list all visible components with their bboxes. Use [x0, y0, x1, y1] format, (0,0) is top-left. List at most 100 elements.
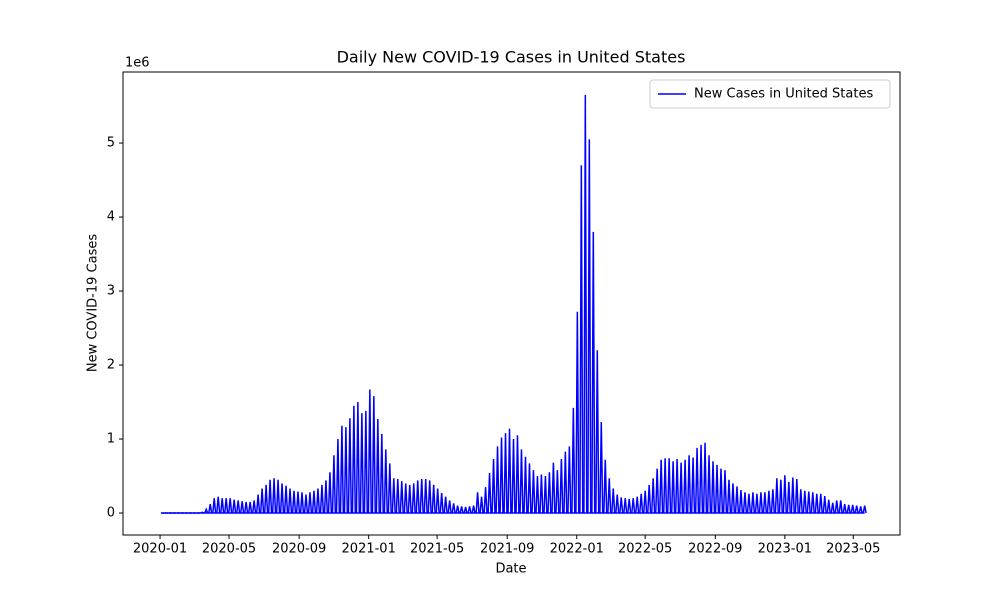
spike — [810, 492, 815, 514]
spike — [834, 500, 839, 514]
spike — [734, 486, 740, 514]
spike — [443, 496, 448, 514]
spike — [200, 511, 204, 514]
spike — [854, 505, 859, 514]
spike — [351, 405, 357, 514]
x-tick-label: 2020-05 — [202, 542, 256, 557]
spike — [259, 488, 265, 514]
spike — [307, 492, 313, 514]
spike — [658, 459, 664, 514]
y-tick-label: 2 — [107, 358, 115, 373]
spike — [319, 484, 325, 514]
spike — [531, 470, 536, 514]
spike — [603, 459, 608, 514]
spike — [694, 447, 700, 514]
spike — [303, 494, 309, 514]
spike — [862, 505, 867, 514]
x-tick-label: 2020-01 — [133, 542, 187, 557]
spike — [228, 498, 233, 514]
spike — [451, 503, 456, 514]
spike — [431, 484, 436, 514]
spike — [483, 487, 488, 514]
spike — [766, 490, 772, 514]
spike — [403, 483, 408, 514]
spike — [559, 458, 564, 514]
spike — [639, 493, 644, 514]
spike — [758, 492, 764, 514]
spike — [379, 433, 384, 514]
spike — [295, 491, 301, 514]
spike — [666, 458, 672, 514]
spike — [591, 231, 596, 514]
spike — [243, 501, 249, 514]
spike — [662, 458, 668, 514]
spike — [395, 478, 400, 514]
spike — [415, 480, 420, 514]
spike — [507, 428, 512, 514]
spike — [315, 488, 321, 514]
plot-frame — [122, 71, 901, 536]
spike — [567, 446, 572, 514]
chart-title: Daily New COVID-19 Cases in United State… — [337, 48, 686, 67]
spike — [551, 462, 556, 514]
y-tick-label: 0 — [107, 506, 115, 521]
spike — [850, 504, 855, 514]
spike — [251, 500, 257, 514]
y-offset-label: 1e6 — [125, 56, 150, 71]
spike — [335, 439, 341, 514]
spike — [690, 457, 696, 514]
spike — [447, 500, 452, 514]
spike — [615, 494, 620, 514]
spike — [643, 490, 648, 514]
spike — [846, 504, 851, 514]
spike — [375, 419, 380, 514]
spike — [323, 480, 329, 514]
spike — [750, 492, 756, 514]
x-axis-label: Date — [495, 562, 526, 577]
spike — [762, 492, 768, 514]
spike — [224, 498, 229, 514]
spike — [283, 485, 289, 514]
spike — [220, 498, 225, 514]
spike — [355, 402, 361, 514]
spike — [607, 478, 612, 514]
spike — [327, 472, 333, 514]
spike — [774, 478, 780, 514]
legend-box — [649, 79, 891, 109]
spike — [826, 499, 831, 514]
spike — [802, 490, 807, 514]
spike — [391, 478, 396, 514]
x-tick-label: 2021-01 — [342, 542, 396, 557]
spike — [563, 451, 568, 514]
spike — [726, 479, 732, 514]
spike — [347, 418, 353, 514]
spike — [343, 427, 349, 514]
spike — [279, 483, 285, 514]
spike — [411, 483, 416, 514]
spike — [467, 506, 472, 514]
spike — [710, 461, 716, 514]
spike — [491, 458, 496, 514]
spike — [611, 488, 616, 514]
x-tick-label: 2021-09 — [480, 542, 534, 557]
spike — [790, 477, 795, 514]
y-tick-label: 5 — [107, 136, 115, 151]
spike — [423, 478, 428, 514]
spike — [287, 488, 293, 514]
x-tick-label: 2020-09 — [272, 542, 326, 557]
spike — [631, 498, 636, 514]
spike — [363, 410, 368, 514]
spike — [635, 496, 640, 514]
spike — [419, 478, 424, 514]
spike — [778, 479, 784, 514]
x-tick-label: 2021-05 — [410, 542, 464, 557]
spike — [527, 463, 532, 514]
spike — [435, 488, 440, 514]
spike — [647, 484, 652, 514]
spike — [814, 493, 819, 514]
spike — [599, 421, 604, 514]
spike — [263, 484, 269, 514]
spike — [371, 396, 376, 514]
spike — [499, 437, 504, 514]
